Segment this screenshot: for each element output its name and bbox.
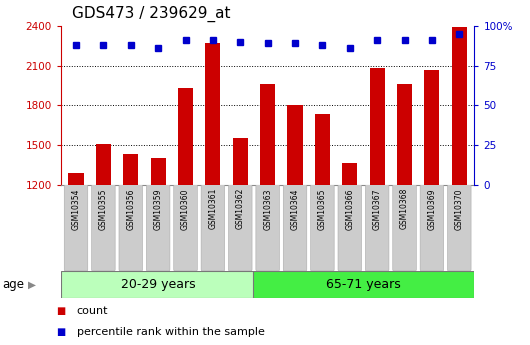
Bar bbox=[233, 138, 248, 185]
Text: age: age bbox=[3, 278, 25, 291]
Text: ■: ■ bbox=[56, 306, 65, 316]
Bar bbox=[178, 88, 193, 185]
Text: GSM10363: GSM10363 bbox=[263, 188, 272, 229]
FancyBboxPatch shape bbox=[447, 185, 471, 271]
Bar bbox=[96, 144, 111, 185]
FancyBboxPatch shape bbox=[338, 185, 361, 271]
Bar bbox=[342, 164, 357, 185]
Bar bbox=[68, 172, 84, 185]
FancyBboxPatch shape bbox=[256, 185, 279, 271]
Bar bbox=[452, 27, 467, 185]
Text: GSM10359: GSM10359 bbox=[154, 188, 163, 229]
FancyBboxPatch shape bbox=[311, 185, 334, 271]
Text: GSM10367: GSM10367 bbox=[373, 188, 382, 229]
Bar bbox=[397, 84, 412, 185]
Bar bbox=[61, 271, 255, 298]
Text: GSM10356: GSM10356 bbox=[126, 188, 135, 229]
Bar bbox=[205, 43, 220, 185]
FancyBboxPatch shape bbox=[228, 185, 252, 271]
Bar bbox=[287, 105, 303, 185]
Text: ■: ■ bbox=[56, 327, 65, 337]
Text: GSM10355: GSM10355 bbox=[99, 188, 108, 229]
Text: GSM10360: GSM10360 bbox=[181, 188, 190, 229]
Text: 20-29 years: 20-29 years bbox=[121, 278, 196, 291]
Bar bbox=[123, 154, 138, 185]
Text: count: count bbox=[77, 306, 108, 316]
FancyBboxPatch shape bbox=[393, 185, 416, 271]
FancyBboxPatch shape bbox=[201, 185, 225, 271]
FancyBboxPatch shape bbox=[64, 185, 88, 271]
Text: GSM10362: GSM10362 bbox=[236, 188, 245, 229]
Bar bbox=[315, 115, 330, 185]
Text: GSM10366: GSM10366 bbox=[345, 188, 354, 229]
Bar bbox=[260, 84, 275, 185]
FancyBboxPatch shape bbox=[174, 185, 197, 271]
Bar bbox=[425, 69, 439, 185]
FancyBboxPatch shape bbox=[146, 185, 170, 271]
Bar bbox=[369, 68, 385, 185]
Text: GSM10370: GSM10370 bbox=[455, 188, 464, 229]
Text: 65-71 years: 65-71 years bbox=[326, 278, 401, 291]
Text: GDS473 / 239629_at: GDS473 / 239629_at bbox=[72, 6, 230, 22]
FancyBboxPatch shape bbox=[365, 185, 389, 271]
Text: percentile rank within the sample: percentile rank within the sample bbox=[77, 327, 264, 337]
Text: GSM10368: GSM10368 bbox=[400, 188, 409, 229]
FancyBboxPatch shape bbox=[420, 185, 444, 271]
Text: GSM10365: GSM10365 bbox=[318, 188, 327, 229]
Text: GSM10361: GSM10361 bbox=[208, 188, 217, 229]
FancyBboxPatch shape bbox=[119, 185, 143, 271]
Bar bbox=[253, 271, 474, 298]
Text: GSM10364: GSM10364 bbox=[290, 188, 299, 229]
FancyBboxPatch shape bbox=[283, 185, 307, 271]
Text: ▶: ▶ bbox=[28, 280, 36, 289]
Text: GSM10354: GSM10354 bbox=[72, 188, 81, 229]
Bar bbox=[151, 158, 166, 185]
FancyBboxPatch shape bbox=[92, 185, 115, 271]
Text: GSM10369: GSM10369 bbox=[427, 188, 436, 229]
